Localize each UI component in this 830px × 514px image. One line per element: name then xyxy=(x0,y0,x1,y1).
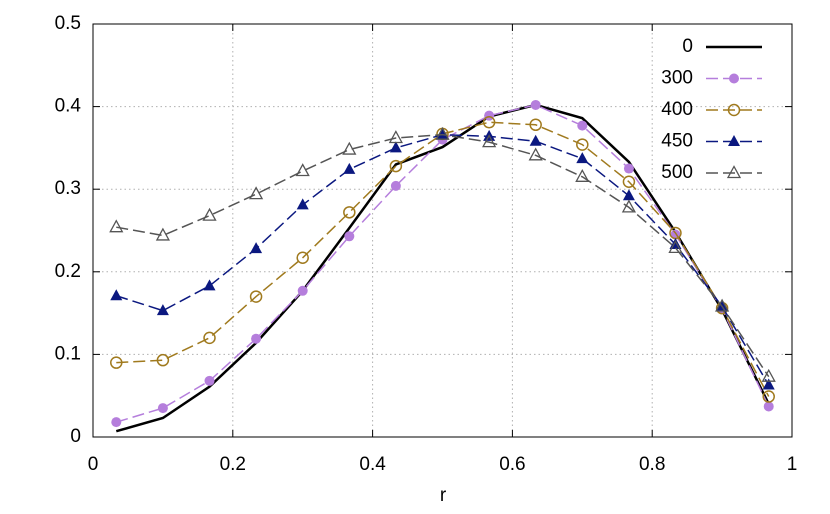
marker xyxy=(110,289,123,301)
plot-area xyxy=(109,99,776,433)
marker xyxy=(155,227,170,241)
marker xyxy=(156,304,169,316)
y-tick-label: 0.5 xyxy=(55,13,81,34)
marker xyxy=(110,356,123,369)
series-line xyxy=(116,104,770,423)
marker xyxy=(297,285,308,296)
marker xyxy=(484,110,495,121)
legend-label: 500 xyxy=(661,162,693,183)
marker xyxy=(529,134,542,146)
marker xyxy=(295,163,310,177)
marker xyxy=(156,353,170,367)
series-line xyxy=(115,103,770,433)
marker xyxy=(344,231,355,242)
marker xyxy=(248,186,264,200)
marker xyxy=(530,99,541,110)
marker xyxy=(763,401,774,412)
marker xyxy=(621,199,637,213)
marker xyxy=(726,165,742,179)
x-tick-label: 0.2 xyxy=(220,454,246,475)
marker xyxy=(342,141,357,155)
marker xyxy=(762,378,775,390)
marker xyxy=(109,219,124,233)
marker xyxy=(729,73,739,84)
marker xyxy=(528,147,543,161)
marker xyxy=(482,116,496,129)
legend-label: 450 xyxy=(661,131,693,152)
marker xyxy=(576,138,589,151)
marker xyxy=(435,126,450,140)
marker xyxy=(343,206,356,219)
marker xyxy=(529,118,542,132)
plot-frame xyxy=(92,23,793,438)
marker xyxy=(296,198,309,210)
x-tick-label: 0 xyxy=(88,454,99,475)
marker xyxy=(622,189,635,201)
marker xyxy=(203,279,216,291)
marker xyxy=(204,375,215,386)
marker xyxy=(251,333,262,344)
legend-label: 0 xyxy=(682,36,693,57)
marker xyxy=(575,168,590,182)
marker xyxy=(761,368,776,382)
marker xyxy=(727,103,741,117)
y-tick-label: 0.4 xyxy=(55,96,82,117)
marker xyxy=(202,207,217,221)
marker xyxy=(762,390,775,403)
marker xyxy=(577,120,588,131)
marker xyxy=(250,242,263,254)
marker xyxy=(436,128,449,140)
marker xyxy=(203,331,216,345)
marker xyxy=(715,298,730,312)
marker xyxy=(623,163,634,174)
legend-label: 400 xyxy=(661,99,693,120)
legend-label: 300 xyxy=(661,68,693,89)
marker xyxy=(390,180,401,191)
marker xyxy=(111,417,122,428)
marker xyxy=(389,141,402,153)
x-tick-label: 0.6 xyxy=(499,454,525,475)
marker xyxy=(296,251,309,265)
x-axis-label: r xyxy=(440,485,447,506)
x-tick-label: 0.8 xyxy=(639,454,665,475)
marker xyxy=(576,152,589,164)
series-line xyxy=(116,133,770,378)
marker xyxy=(389,159,403,173)
y-tick-label: 0.3 xyxy=(55,178,81,199)
marker xyxy=(622,175,636,189)
y-tick-label: 0.2 xyxy=(55,261,81,282)
y-tick-label: 0 xyxy=(70,426,81,447)
marker xyxy=(249,290,263,303)
x-tick-label: 1 xyxy=(787,454,798,475)
marker xyxy=(668,239,683,253)
y-tick-label: 0.1 xyxy=(55,343,81,364)
marker xyxy=(343,162,356,174)
marker xyxy=(728,135,740,146)
x-tick-label: 0.4 xyxy=(359,454,386,475)
marker xyxy=(157,403,168,414)
legend: 0 300 400 450 500 xyxy=(661,36,762,183)
marker xyxy=(482,134,497,148)
marker xyxy=(388,130,403,144)
